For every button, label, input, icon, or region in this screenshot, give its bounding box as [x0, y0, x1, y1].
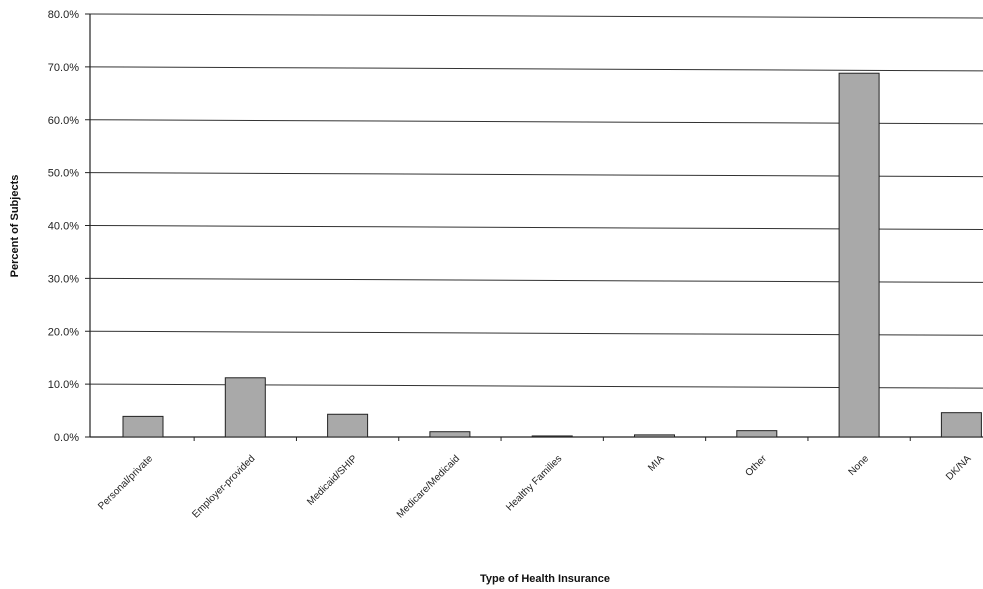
bar	[634, 434, 675, 438]
bar	[122, 415, 164, 438]
x-axis-title: Type of Health Insurance	[480, 573, 610, 585]
gridline	[89, 66, 983, 72]
gridline	[89, 13, 983, 19]
y-tick-label: 0.0%	[54, 432, 79, 444]
gridline	[89, 277, 983, 283]
x-tick-label: Employer-provided	[190, 453, 257, 520]
bar	[940, 412, 982, 438]
bar	[736, 430, 778, 438]
x-tick-label: DK/NA	[944, 453, 974, 483]
y-tick-label: 60.0%	[48, 115, 79, 127]
y-tick-labels: 0.0% 10.0% 20.0% 30.0% 40.0% 50.0% 60.0% 70.0% 8…	[48, 9, 79, 444]
x-tick-label: Medicare/Medicaid	[395, 453, 462, 520]
y-axis-title: Percent of Subjects	[9, 175, 21, 278]
x-tick-label: MIA	[646, 453, 667, 474]
bar	[838, 72, 880, 438]
y-tick-label: 30.0%	[48, 273, 79, 285]
x-tick-label: Healthy Families	[504, 453, 564, 513]
y-tick-label: 20.0%	[48, 326, 79, 338]
gridline	[89, 119, 983, 125]
bar	[224, 377, 266, 438]
bar	[429, 431, 471, 438]
gridline	[89, 330, 983, 336]
x-tick-label: Medicaid/SHIP	[305, 453, 360, 508]
x-tick-labels: Personal/private Employer-provided Medicai…	[96, 453, 974, 521]
y-tick-label: 40.0%	[48, 221, 79, 233]
bar	[327, 413, 369, 438]
x-tick-label: None	[847, 453, 872, 478]
gridline	[89, 172, 983, 178]
bar	[531, 435, 573, 438]
y-tick-label: 10.0%	[48, 379, 79, 391]
y-tick-label: 70.0%	[48, 62, 79, 74]
x-tick-label: Personal/private	[96, 453, 155, 512]
gridline	[89, 225, 983, 230]
y-tick-label: 80.0%	[48, 9, 79, 21]
x-tick-label: Other	[743, 453, 769, 479]
y-tick-label: 50.0%	[48, 168, 79, 180]
bars	[122, 72, 982, 438]
